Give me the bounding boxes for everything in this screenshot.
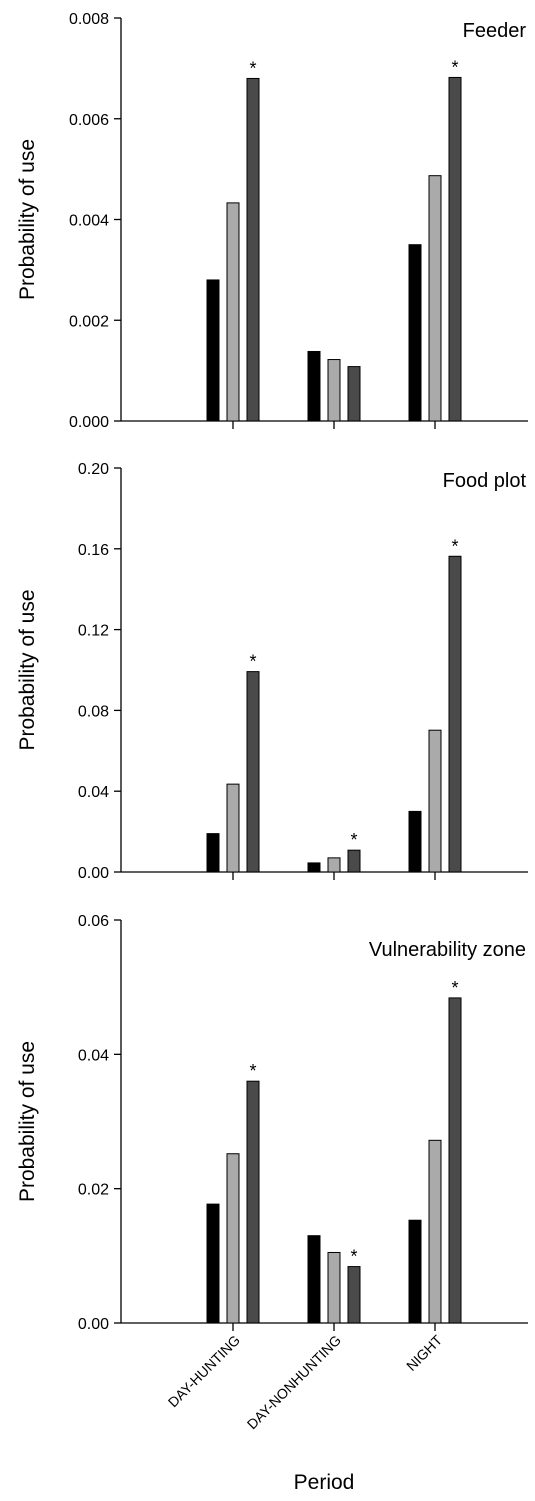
y-tick-label: 0.008	[69, 11, 109, 28]
bar	[408, 1219, 422, 1324]
x-category-label: DAY-NONHUNTING	[244, 1332, 344, 1432]
significance-marker: *	[451, 536, 458, 556]
significance-marker: *	[350, 830, 357, 850]
bar	[307, 1235, 321, 1324]
bar	[246, 671, 260, 873]
panel-title: Vulnerability zone	[369, 939, 526, 961]
bar	[206, 279, 220, 422]
bar	[226, 1153, 240, 1324]
y-tick-label: 0.16	[78, 542, 109, 559]
bar	[206, 1203, 220, 1324]
y-tick-label: 0.02	[78, 1182, 109, 1199]
significance-marker: *	[451, 57, 458, 77]
bar	[448, 555, 462, 873]
y-tick-label: 0.00	[78, 1316, 109, 1333]
bar	[206, 833, 220, 873]
y-tick-label: 0.04	[78, 1047, 109, 1064]
y-tick-label: 0.12	[78, 623, 109, 640]
significance-marker: *	[249, 1061, 256, 1081]
bar	[327, 1251, 341, 1324]
panel-title: Feeder	[463, 20, 527, 42]
y-tick-label: 0.20	[78, 461, 109, 478]
y-tick-label: 0.002	[69, 313, 109, 330]
bar	[347, 849, 361, 873]
y-tick-label: 0.004	[69, 213, 109, 230]
bar	[408, 244, 422, 422]
bar	[307, 862, 321, 873]
bar	[428, 175, 442, 422]
bar	[408, 810, 422, 873]
bar	[428, 729, 442, 873]
bar	[226, 202, 240, 422]
bar	[246, 1080, 260, 1324]
significance-marker: *	[249, 652, 256, 672]
significance-marker: *	[451, 978, 458, 998]
bar	[327, 359, 341, 422]
y-tick-label: 0.00	[78, 865, 109, 882]
x-category-label: NIGHT	[403, 1331, 445, 1373]
bar	[246, 77, 260, 422]
bar	[226, 783, 240, 873]
bar	[428, 1139, 442, 1324]
significance-marker: *	[249, 58, 256, 78]
y-axis-label: Probability of use	[16, 139, 39, 300]
bar	[347, 366, 361, 422]
x-category-label: DAY-HUNTING	[165, 1332, 243, 1410]
bar	[347, 1266, 361, 1324]
y-tick-label: 0.06	[78, 913, 109, 930]
y-tick-label: 0.08	[78, 703, 109, 720]
bar	[448, 997, 462, 1324]
y-tick-label: 0.006	[69, 112, 109, 129]
significance-marker: *	[350, 1247, 357, 1267]
x-axis-label: Period	[294, 1471, 355, 1494]
panel-title: Food plot	[443, 470, 527, 492]
bar	[327, 857, 341, 873]
y-tick-label: 0.000	[69, 414, 109, 431]
bar	[307, 350, 321, 422]
bar	[448, 76, 462, 422]
y-axis-label: Probability of use	[16, 589, 39, 750]
y-axis-label: Probability of use	[16, 1041, 39, 1202]
y-tick-label: 0.04	[78, 784, 109, 801]
